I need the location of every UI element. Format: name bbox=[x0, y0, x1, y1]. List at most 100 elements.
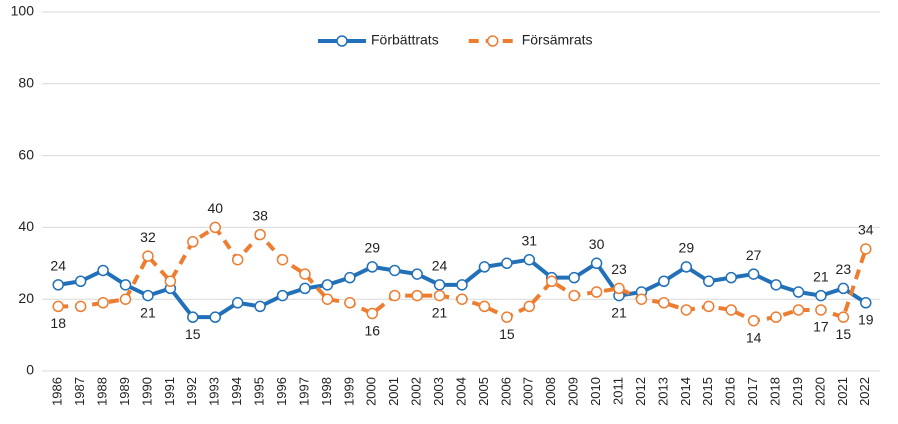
marker bbox=[501, 311, 513, 323]
marker bbox=[388, 289, 401, 302]
y-tick-label: 0 bbox=[26, 362, 34, 378]
marker bbox=[97, 297, 109, 309]
marker bbox=[209, 311, 221, 323]
x-tick-label: 2008 bbox=[543, 377, 558, 406]
marker bbox=[478, 261, 491, 273]
marker bbox=[770, 311, 782, 323]
x-tick-label: 1992 bbox=[184, 377, 199, 406]
marker bbox=[52, 300, 64, 313]
legend-label: Försämrats bbox=[522, 32, 593, 48]
marker bbox=[299, 268, 311, 280]
marker bbox=[209, 221, 221, 234]
marker bbox=[254, 300, 266, 313]
marker bbox=[837, 282, 850, 295]
data-label: 21 bbox=[432, 304, 448, 320]
marker bbox=[792, 286, 805, 298]
marker bbox=[725, 271, 737, 284]
x-tick-label: 2012 bbox=[633, 377, 648, 406]
marker bbox=[725, 304, 737, 316]
data-label: 16 bbox=[364, 322, 380, 338]
x-tick-label: 1996 bbox=[274, 377, 289, 406]
marker bbox=[254, 228, 266, 241]
y-tick-label: 100 bbox=[11, 3, 35, 19]
marker bbox=[815, 289, 827, 302]
marker bbox=[478, 300, 491, 313]
x-tick-label: 2006 bbox=[498, 377, 513, 406]
marker bbox=[411, 268, 423, 280]
data-label: 17 bbox=[813, 319, 829, 335]
marker bbox=[74, 300, 87, 313]
marker bbox=[658, 275, 670, 287]
marker bbox=[860, 297, 872, 309]
x-tick-label: 2007 bbox=[521, 377, 536, 406]
marker bbox=[411, 289, 423, 302]
data-label: 19 bbox=[858, 311, 874, 327]
x-tick-label: 2013 bbox=[655, 377, 670, 406]
y-tick-label: 60 bbox=[18, 146, 34, 162]
marker bbox=[860, 243, 872, 255]
x-tick-label: 2015 bbox=[700, 377, 715, 406]
marker bbox=[433, 289, 446, 302]
marker bbox=[680, 261, 693, 273]
marker bbox=[321, 293, 334, 305]
marker bbox=[635, 293, 648, 305]
data-label: 15 bbox=[185, 326, 201, 342]
x-tick-label: 2001 bbox=[386, 377, 401, 406]
marker bbox=[187, 236, 199, 248]
marker bbox=[815, 304, 827, 316]
marker bbox=[433, 279, 446, 291]
marker bbox=[770, 279, 782, 291]
marker bbox=[187, 311, 199, 323]
x-tick-label: 2000 bbox=[364, 377, 379, 406]
data-label: 15 bbox=[836, 326, 852, 342]
legend-marker bbox=[486, 35, 499, 47]
marker bbox=[388, 264, 401, 277]
marker bbox=[703, 300, 715, 313]
marker bbox=[142, 250, 154, 262]
x-tick-label: 2009 bbox=[566, 377, 581, 406]
marker bbox=[613, 282, 625, 295]
data-label: 29 bbox=[679, 240, 695, 256]
marker bbox=[747, 268, 760, 280]
marker bbox=[366, 261, 379, 273]
marker bbox=[366, 307, 379, 320]
x-tick-label: 2010 bbox=[588, 377, 603, 406]
data-label: 18 bbox=[50, 315, 66, 331]
data-label: 21 bbox=[140, 304, 156, 320]
y-tick-label: 80 bbox=[18, 75, 34, 91]
x-tick-label: 1991 bbox=[162, 377, 177, 406]
x-tick-label: 2021 bbox=[835, 377, 850, 406]
legend-marker bbox=[336, 35, 348, 47]
x-tick-label: 2011 bbox=[610, 377, 625, 405]
data-label: 23 bbox=[836, 261, 852, 277]
marker bbox=[344, 297, 356, 309]
marker bbox=[276, 253, 289, 266]
marker bbox=[545, 275, 558, 287]
data-label: 23 bbox=[611, 261, 627, 277]
data-label: 31 bbox=[522, 232, 538, 248]
x-tick-label: 2002 bbox=[409, 377, 424, 406]
data-label: 40 bbox=[207, 200, 223, 216]
data-label: 38 bbox=[252, 207, 268, 223]
marker bbox=[837, 311, 850, 323]
marker bbox=[590, 257, 603, 270]
x-tick-label: 2020 bbox=[812, 377, 827, 406]
data-label: 21 bbox=[611, 304, 627, 320]
x-tick-label: 1999 bbox=[341, 377, 356, 406]
marker bbox=[119, 293, 132, 305]
marker bbox=[456, 279, 468, 291]
marker bbox=[523, 300, 536, 313]
marker bbox=[747, 314, 760, 327]
x-tick-label: 2005 bbox=[476, 377, 491, 406]
marker bbox=[568, 289, 580, 302]
marker bbox=[299, 282, 311, 295]
marker bbox=[456, 293, 468, 305]
marker bbox=[344, 271, 356, 284]
x-tick-label: 2019 bbox=[790, 377, 805, 406]
marker bbox=[658, 297, 670, 309]
data-label: 14 bbox=[746, 329, 762, 345]
x-tick-label: 1988 bbox=[95, 377, 110, 406]
marker bbox=[52, 279, 64, 291]
x-tick-label: 2014 bbox=[678, 377, 693, 406]
x-tick-label: 1987 bbox=[72, 377, 87, 406]
